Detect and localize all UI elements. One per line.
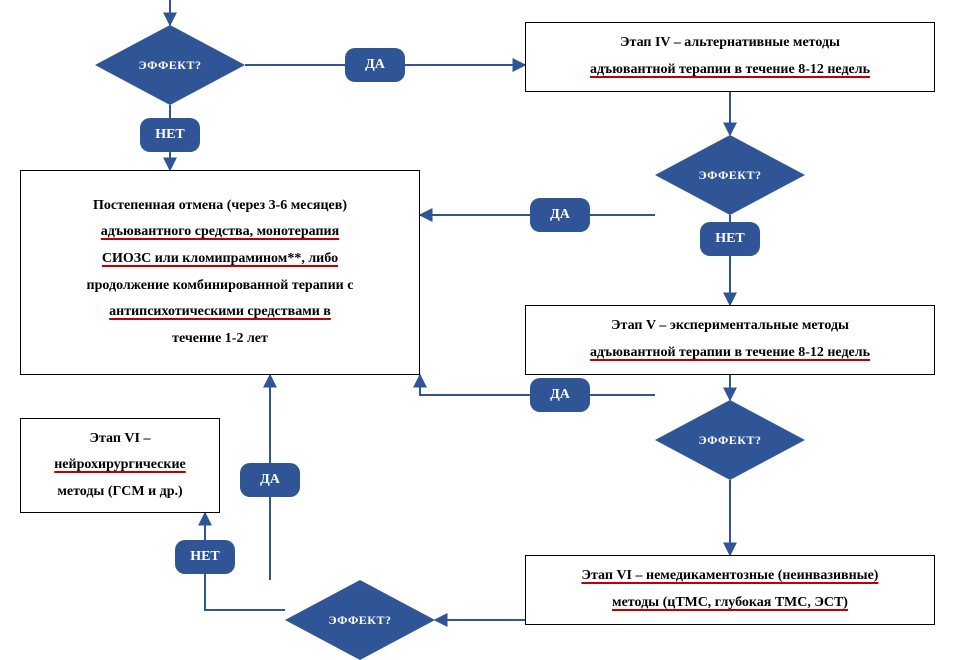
- process-line: методы (ГСМ и др.): [31, 479, 209, 506]
- label-no1: НЕТ: [140, 118, 200, 152]
- diamond-d1: ЭФФЕКТ?: [95, 25, 245, 105]
- process-line: антипсихотическими средствами в: [31, 299, 409, 326]
- label-yes1: ДА: [345, 48, 405, 82]
- diamond-d4: ЭФФЕКТ?: [285, 580, 435, 660]
- process-box4: Этап IV – альтернативные методыадъювантн…: [525, 22, 935, 92]
- process-line: Этап VI –: [31, 426, 209, 453]
- process-box6a: Этап VI –нейрохирургическиеметоды (ГСМ и…: [20, 418, 220, 513]
- process-line: течение 1-2 лет: [31, 326, 409, 353]
- diamond-text: ЭФФЕКТ?: [138, 58, 201, 73]
- process-line: адъювантной терапии в течение 8-12 недел…: [536, 340, 924, 367]
- process-line: Этап V – экспериментальные методы: [536, 313, 924, 340]
- process-line: Этап VI – немедикаментозные (неинвазивны…: [536, 563, 924, 590]
- flowchart-canvas: ЭФФЕКТ? ЭФФЕКТ? ЭФФЕКТ? ЭФФЕКТ? ДА НЕТ ДА НЕТ ДА…: [0, 0, 964, 660]
- process-line: Этап IV – альтернативные методы: [536, 30, 924, 57]
- diamond-text: ЭФФЕКТ?: [328, 613, 391, 628]
- diamond-d3: ЭФФЕКТ?: [655, 400, 805, 480]
- process-line: адъювантного средства, монотерапия: [31, 219, 409, 246]
- process-box6b: Этап VI – немедикаментозные (неинвазивны…: [525, 555, 935, 625]
- label-yes3: ДА: [530, 378, 590, 412]
- process-line: продолжение комбинированной терапии с: [31, 273, 409, 300]
- process-line: адъювантной терапии в течение 8-12 недел…: [536, 57, 924, 84]
- process-line: Постепенная отмена (через 3-6 месяцев): [31, 193, 409, 220]
- diamond-text: ЭФФЕКТ?: [698, 168, 761, 183]
- diamond-d2: ЭФФЕКТ?: [655, 135, 805, 215]
- diamond-text: ЭФФЕКТ?: [698, 433, 761, 448]
- label-yes2: ДА: [530, 198, 590, 232]
- label-no4: НЕТ: [175, 540, 235, 574]
- label-yes4: ДА: [240, 463, 300, 497]
- process-line: методы (цТМС, глубокая ТМС, ЭСТ): [536, 590, 924, 617]
- process-line: нейрохирургические: [31, 452, 209, 479]
- label-no2: НЕТ: [700, 222, 760, 256]
- process-line: СИОЗС или кломипрамином**, либо: [31, 246, 409, 273]
- process-boxMain: Постепенная отмена (через 3-6 месяцев)ад…: [20, 170, 420, 375]
- process-box5: Этап V – экспериментальные методыадъюван…: [525, 305, 935, 375]
